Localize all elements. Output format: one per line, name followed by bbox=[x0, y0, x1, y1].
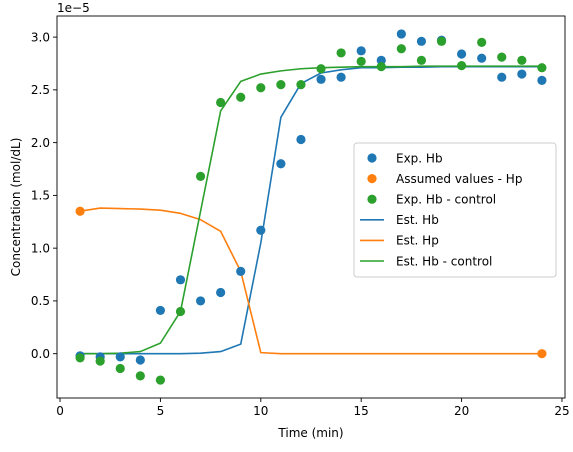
data-point-exp-hb-control bbox=[316, 64, 326, 74]
x-axis-ticks: 0 5 10 15 20 25 bbox=[56, 398, 570, 418]
x-tick-label: 20 bbox=[454, 404, 469, 418]
x-tick-label: 5 bbox=[157, 404, 165, 418]
data-point-exp-hb bbox=[175, 275, 186, 285]
legend-marker bbox=[367, 174, 377, 184]
x-tick-label: 0 bbox=[56, 404, 64, 418]
data-point-exp-hb bbox=[456, 49, 467, 59]
y-axis-label: Concentration (mol/dL) bbox=[9, 138, 23, 277]
data-point-assumed-values-hp bbox=[537, 349, 547, 359]
data-point-exp-hb bbox=[497, 72, 507, 82]
y-tick-label: 1.5 bbox=[31, 189, 50, 203]
data-point-exp-hb-control bbox=[195, 171, 206, 181]
y-tick-label: 2.0 bbox=[31, 136, 50, 150]
legend-label: Assumed values - Hp bbox=[396, 172, 522, 186]
legend-marker bbox=[367, 153, 377, 163]
data-point-exp-hb bbox=[135, 355, 145, 365]
y-offset-label: 1e−5 bbox=[57, 1, 90, 15]
data-point-exp-hb-control bbox=[537, 63, 547, 73]
data-point-exp-hb-control bbox=[497, 52, 507, 62]
data-point-exp-hb bbox=[517, 69, 527, 79]
y-tick-label: 0.5 bbox=[31, 294, 50, 308]
data-point-exp-hb bbox=[416, 36, 427, 46]
data-point-exp-hb-control bbox=[115, 363, 125, 374]
data-point-exp-hb bbox=[276, 159, 286, 169]
legend-label: Est. Hb - control bbox=[396, 254, 492, 268]
data-point-exp-hb-control bbox=[276, 79, 286, 90]
y-tick-label: 2.5 bbox=[31, 83, 50, 97]
data-point-exp-hb-control bbox=[477, 37, 487, 47]
data-point-exp-hb bbox=[115, 352, 125, 362]
legend-label: Exp. Hb - control bbox=[396, 193, 496, 207]
data-point-exp-hb-control bbox=[155, 375, 166, 385]
data-point-exp-hb-control bbox=[95, 356, 105, 366]
data-point-exp-hb bbox=[537, 75, 547, 85]
y-tick-label: 1.0 bbox=[31, 241, 50, 255]
legend-label: Est. Hb bbox=[396, 213, 439, 227]
legend-label: Exp. Hb bbox=[396, 151, 443, 165]
data-point-exp-hb bbox=[356, 46, 366, 56]
points-layer bbox=[75, 29, 547, 385]
data-point-exp-hb-control bbox=[356, 56, 366, 66]
data-point-exp-hb bbox=[336, 72, 346, 82]
data-point-exp-hb-control bbox=[336, 48, 346, 58]
data-point-exp-hb-control bbox=[296, 79, 306, 90]
data-point-exp-hb-control bbox=[216, 97, 226, 108]
x-tick-label: 25 bbox=[554, 404, 569, 418]
axes-frame bbox=[56, 15, 566, 399]
legend: Exp. Hb Assumed values - Hp Exp. Hb - cont… bbox=[353, 142, 557, 278]
x-tick-label: 10 bbox=[253, 404, 268, 418]
legend-box bbox=[353, 142, 557, 278]
data-point-exp-hb bbox=[256, 225, 266, 235]
x-axis-label: Time (min) bbox=[277, 426, 343, 440]
data-point-exp-hb-control bbox=[256, 83, 266, 93]
data-point-exp-hb bbox=[477, 53, 487, 63]
y-tick-label: 3.0 bbox=[31, 30, 50, 44]
data-point-exp-hb-control bbox=[416, 55, 427, 65]
legend-label: Est. Hp bbox=[396, 234, 439, 248]
y-tick-label: 0.0 bbox=[31, 347, 50, 361]
data-point-exp-hb bbox=[236, 266, 246, 276]
data-point-exp-hb bbox=[296, 134, 306, 145]
x-tick-label: 15 bbox=[354, 404, 369, 418]
series-line-est-hp bbox=[79, 207, 542, 355]
data-point-exp-hb-control bbox=[456, 60, 467, 71]
data-point-exp-hb-control bbox=[396, 44, 406, 54]
data-point-exp-hb bbox=[316, 74, 326, 84]
data-point-exp-hb bbox=[376, 55, 386, 65]
data-point-exp-hb-control bbox=[175, 306, 186, 317]
data-point-exp-hb-control bbox=[236, 92, 246, 102]
data-point-exp-hb-control bbox=[75, 353, 85, 363]
data-point-assumed-values-hp bbox=[75, 206, 85, 216]
data-point-exp-hb-control bbox=[376, 62, 386, 72]
data-point-exp-hb bbox=[195, 296, 206, 306]
data-point-exp-hb-control bbox=[135, 371, 145, 381]
data-point-exp-hb bbox=[216, 287, 226, 298]
y-axis-ticks: 0.0 0.5 1.0 1.5 2.0 2.5 3.0 bbox=[31, 30, 57, 361]
data-point-exp-hb bbox=[396, 29, 406, 39]
data-point-exp-hb-control bbox=[436, 36, 447, 46]
data-point-exp-hb-control bbox=[517, 55, 527, 65]
data-point-exp-hb bbox=[155, 305, 166, 316]
legend-marker bbox=[367, 194, 377, 204]
